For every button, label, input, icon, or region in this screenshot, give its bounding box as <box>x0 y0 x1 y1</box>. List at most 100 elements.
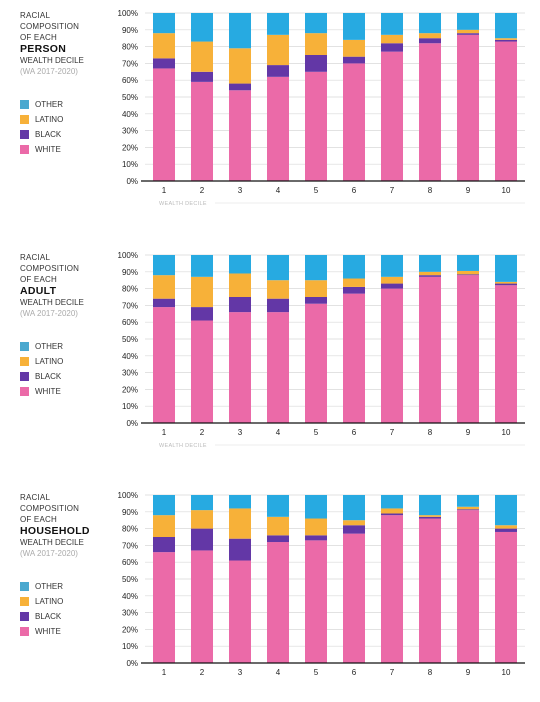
legend-item-white: WHITE <box>20 384 115 398</box>
x-tick-label: 5 <box>314 186 319 195</box>
legend-swatch-black <box>20 129 29 139</box>
bar-segment-other <box>229 13 251 49</box>
bar-segment-other <box>305 13 327 34</box>
y-tick-label: 60% <box>122 76 138 85</box>
bar-segment-white <box>381 515 403 663</box>
bar-segment-white <box>229 90 251 181</box>
bar-segment-white <box>419 43 441 181</box>
bar-segment-latino <box>267 280 289 299</box>
x-tick-label: 1 <box>162 186 167 195</box>
caption-line1: RACIAL <box>20 11 51 20</box>
bar-segment-latino <box>343 520 365 526</box>
bar-segment-white <box>191 81 213 181</box>
x-tick-label: 2 <box>200 668 205 677</box>
bar-segment-latino <box>381 508 403 514</box>
x-tick-label: 5 <box>314 428 319 437</box>
bar-segment-black <box>495 528 517 532</box>
bar-segment-latino <box>495 525 517 529</box>
x-tick-label: 4 <box>276 186 281 195</box>
x-tick-label: 2 <box>200 186 205 195</box>
bar-segment-black <box>381 43 403 52</box>
bar-segment-black <box>191 307 213 321</box>
bar-segment-latino <box>495 281 517 284</box>
legend: OTHER LATINO BLACK WHITE <box>20 579 115 638</box>
bar-segment-black <box>191 528 213 551</box>
bar-segment-other <box>457 13 479 30</box>
x-tick-label: 5 <box>314 668 319 677</box>
y-tick-label: 30% <box>122 127 138 136</box>
bar-segment-black <box>191 71 213 82</box>
bar-segment-other <box>191 13 213 42</box>
x-tick-label: 9 <box>466 186 471 195</box>
legend-item-black: BLACK <box>20 609 115 623</box>
y-tick-label: 100% <box>118 491 138 500</box>
y-tick-label: 90% <box>122 268 138 277</box>
stacked-bar-chart-adult: 0% 10% 20% 30% 40% 50% 60% 70% 80% 90% 100% 1 2 3 4 5 6 7… <box>118 251 525 449</box>
bar-segment-latino <box>305 280 327 297</box>
x-tick-label: 9 <box>466 668 471 677</box>
bar-segment-other <box>267 495 289 517</box>
caption-unit: PERSON <box>20 43 67 55</box>
bar-segment-white <box>495 285 517 423</box>
caption-years: (WA 2017-2020) <box>20 549 78 558</box>
bar-segment-black <box>305 535 327 541</box>
legend-label-latino: LATINO <box>35 356 64 366</box>
legend-swatch-white <box>20 626 29 636</box>
bar-segment-other <box>267 255 289 281</box>
y-tick-label: 100% <box>118 9 138 18</box>
legend-swatch-other <box>20 581 29 591</box>
y-tick-label: 60% <box>122 558 138 567</box>
legend-item-white: WHITE <box>20 142 115 156</box>
legend-label-other: OTHER <box>35 341 63 351</box>
bar-segment-latino <box>267 34 289 66</box>
bar-segment-other <box>267 13 289 35</box>
bar-segment-other <box>495 495 517 526</box>
x-tick-label: 10 <box>502 428 511 437</box>
panel-caption: RACIAL COMPOSITION OF EACH HOUSEHOLD WEA… <box>20 492 115 639</box>
bar-segment-black <box>495 283 517 286</box>
y-tick-label: 70% <box>122 301 138 310</box>
bar-segment-white <box>153 552 175 663</box>
bar-segment-latino <box>191 41 213 72</box>
bar-segment-white <box>267 542 289 663</box>
caption-line3: OF EACH <box>20 33 57 42</box>
bar-segment-white <box>419 518 441 663</box>
bar-segment-white <box>305 71 327 181</box>
bar-segment-latino <box>419 271 441 276</box>
legend-label-black: BLACK <box>35 611 62 621</box>
y-tick-label: 60% <box>122 318 138 327</box>
legend-swatch-latino <box>20 114 29 124</box>
stacked-bar-chart-household: 0% 10% 20% 30% 40% 50% 60% 70% 80% 90% 100% 1 2 3 4 5 6 7… <box>118 491 525 677</box>
bar-segment-other <box>191 255 213 277</box>
x-tick-label: 8 <box>428 668 433 677</box>
x-tick-label: 1 <box>162 428 167 437</box>
bar-segment-latino <box>381 276 403 284</box>
x-tick-label: 1 <box>162 668 167 677</box>
x-tick-label: 6 <box>352 428 357 437</box>
x-tick-label: 6 <box>352 668 357 677</box>
legend-item-other: OTHER <box>20 579 115 593</box>
bar-segment-white <box>191 550 213 663</box>
bar-segment-black <box>267 65 289 77</box>
y-tick-label: 100% <box>118 251 138 260</box>
bar-segment-other <box>495 13 517 39</box>
x-tick-label: 7 <box>390 668 395 677</box>
bar-segment-black <box>457 33 479 35</box>
legend-swatch-black <box>20 371 29 381</box>
bar-segment-black <box>419 275 441 277</box>
bar-segment-white <box>419 276 441 423</box>
chart-panel-person: RACIAL COMPOSITION OF EACH PERSON WEALTH… <box>0 0 540 220</box>
caption-line3: OF EACH <box>20 515 57 524</box>
x-tick-label: 3 <box>238 186 243 195</box>
bar-segment-latino <box>343 278 365 287</box>
bar-segment-other <box>381 255 403 277</box>
bar-segment-white <box>229 560 251 663</box>
legend-swatch-other <box>20 99 29 109</box>
bar-segment-black <box>343 286 365 294</box>
bar-segment-other <box>305 495 327 519</box>
panel-caption: RACIAL COMPOSITION OF EACH PERSON WEALTH… <box>20 10 115 157</box>
caption-unit: ADULT <box>20 285 57 297</box>
bar-segment-other <box>495 255 517 282</box>
y-tick-label: 50% <box>122 575 138 584</box>
bar-segment-latino <box>457 506 479 510</box>
